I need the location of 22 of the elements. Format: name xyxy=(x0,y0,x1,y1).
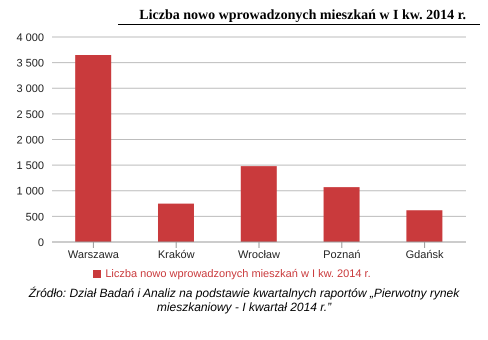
x-tick-label: Warszawa xyxy=(68,248,120,261)
y-tick-label: 1 000 xyxy=(16,186,44,198)
bar xyxy=(406,210,442,242)
bar xyxy=(75,54,112,242)
legend-label: Liczba nowo wprowadzonych mieszkań w I kw. 2014 r. xyxy=(105,268,371,280)
y-tick-label: 0 xyxy=(38,236,44,249)
y-tick-label: 1 500 xyxy=(16,160,44,172)
y-tick-label: 2 000 xyxy=(16,134,44,146)
bar xyxy=(158,204,194,242)
y-tick-label: 2 500 xyxy=(16,108,44,121)
x-tick-label: Poznań xyxy=(323,248,360,261)
y-tick-label: 3 000 xyxy=(16,83,44,96)
bar xyxy=(324,187,360,242)
bar xyxy=(240,166,277,242)
y-tick-label: 500 xyxy=(26,211,44,224)
x-tick-label: Kraków xyxy=(158,248,195,261)
text: Źródło: Dział Badań i Analiz na podstawie kwartalnych raportów „Pierwotny rynek mieszkaniowy - I kwartał 2014 r.” xyxy=(28,285,460,314)
x-tick-label: Gdańsk xyxy=(406,248,444,261)
chart-title: Liczba nowo wprowadzonych mieszkań w I kw. 2014 r. xyxy=(118,8,480,25)
y-tick-label: 4 000 xyxy=(16,32,44,44)
y-tick-label: 3 500 xyxy=(16,58,44,70)
x-tick-label: Wrocław xyxy=(238,248,280,261)
